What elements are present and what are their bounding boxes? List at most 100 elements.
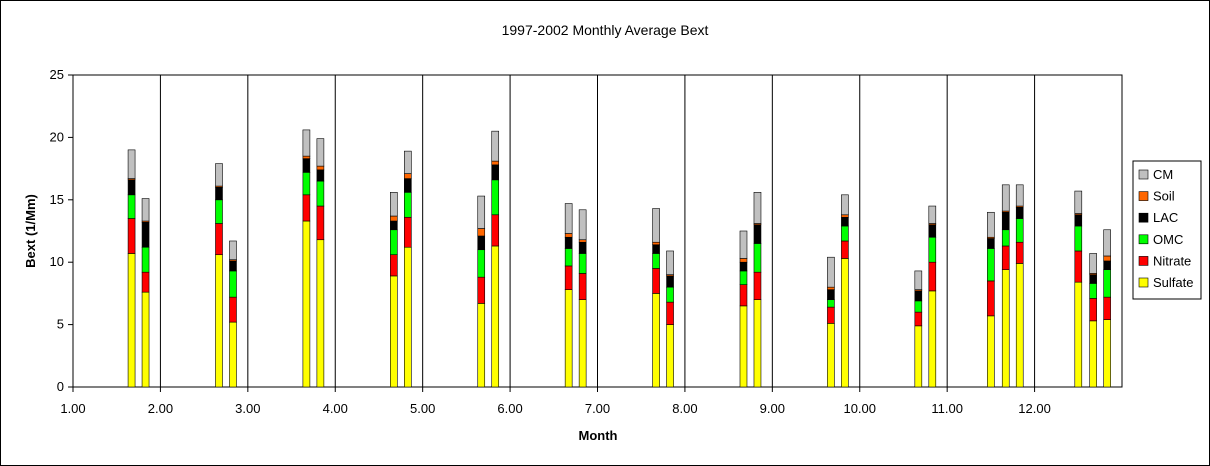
bar-segment-lac [302,158,311,173]
bar-segment-lac [404,178,412,193]
bar-segment-cm [1089,253,1097,274]
bar-segment-sulfate [404,246,412,388]
bar-segment-nitrate [841,240,849,259]
bar-segment-omc [928,236,937,263]
bar-segment-omc [1089,283,1097,299]
bar-segment-sulfate [229,321,237,388]
x-tick-label: 2.00 [148,401,173,416]
bar-segment-omc [302,172,311,196]
bar-segment-nitrate [302,194,311,222]
bar-segment-lac [1089,274,1097,284]
bar-segment-lac [739,261,748,272]
bar-segment-soil [827,286,835,290]
bar-segment-cm [1015,184,1024,207]
bar-segment-cm [127,149,136,179]
bar-segment-omc [390,229,398,256]
bar-segment-omc [578,253,587,274]
bar-segment-soil [477,228,486,237]
bar-segment-lac [841,216,849,227]
bar-segment-cm [914,270,923,290]
bar-segment-nitrate [1001,245,1010,270]
x-axis-title: Month [579,428,618,443]
bar-segment-soil [1103,255,1111,262]
x-tick-label: 12.00 [1018,401,1051,416]
legend-swatch [1138,212,1149,223]
bar-segment-omc [652,253,660,269]
bar-segment-nitrate [914,311,923,327]
bar-segment-omc [404,192,412,218]
bar-segment-omc [987,248,995,282]
bar-segment-sulfate [739,305,748,388]
bar-segment-soil [652,241,660,246]
bar-segment-nitrate [739,284,748,307]
bar-segment-sulfate [215,254,223,388]
legend-swatch [1138,256,1149,266]
bar-segment-omc [739,270,748,285]
bar-segment-cm [1001,184,1010,212]
legend-label: CM [1153,167,1173,182]
bar-segment-nitrate [827,306,835,324]
bar-segment-lac [141,221,150,248]
bar-segment-nitrate [564,265,573,290]
bar-segment-sulfate [1074,281,1083,388]
legend-label: Sulfate [1153,275,1193,290]
bar-segment-sulfate [127,253,136,388]
bar-segment-sulfate [491,245,500,388]
bar-segment-omc [666,286,674,303]
bar-segment-nitrate [652,268,660,294]
y-axis-title: Bext (1/Mm) [23,194,38,268]
bar-segment-lac [652,244,660,254]
x-tick-label: 5.00 [410,401,435,416]
bar-segment-lac [753,224,762,244]
legend-label: Soil [1153,189,1175,204]
legend-label: OMC [1153,232,1183,247]
bar-segment-omc [215,199,223,224]
bar-segment-cm [841,194,849,216]
x-tick-label: 10.00 [843,401,876,416]
legend-swatch [1138,234,1149,245]
bar-segment-omc [316,180,325,207]
bar-segment-omc [753,243,762,273]
bar-segment-omc [841,225,849,242]
bar-segment-sulfate [141,291,150,388]
bar-segment-cm [477,195,486,229]
bar-segment-sulfate [477,303,486,388]
bar-segment-sulfate [652,293,660,388]
legend: CM Soil LAC OMC Nitrate Sulfate [1132,160,1202,300]
bar-segment-lac [390,220,398,231]
bar-segment-cm [316,138,325,167]
bar-segment-sulfate [827,323,835,388]
bar-segment-lac [666,275,674,288]
bar-segment-lac [491,164,500,181]
bar-segment-lac [229,260,237,272]
bar-segment-soil [491,160,500,166]
bar-segment-sulfate [987,315,995,388]
bar-segment-lac [928,224,937,238]
bar-segment-omc [1001,229,1010,247]
bar-segment-lac [215,187,223,201]
bar-segment-nitrate [1089,298,1097,322]
bar-segment-cm [1074,190,1083,214]
bar-segment-soil [302,155,311,159]
bar-segment-lac [127,179,136,196]
x-tick-label: 6.00 [497,401,522,416]
bar-segment-sulfate [1015,263,1024,388]
bar-segment-omc [477,249,486,278]
bar-segment-lac [1015,206,1024,219]
bar-segment-nitrate [987,280,995,317]
bar-segment-sulfate [390,275,398,388]
bar-segment-omc [141,246,150,273]
x-tick-label: 3.00 [235,401,260,416]
bar-segment-omc [1074,225,1083,252]
bar-segment-nitrate [215,223,223,256]
bar-segment-lac [1103,260,1111,270]
y-tick-label: 15 [50,192,64,207]
y-tick-label: 20 [50,129,64,144]
bar-segment-omc [914,300,923,313]
bar-segment-nitrate [1074,250,1083,283]
bar-segment-cm [578,209,587,241]
bar-segment-cm [491,130,500,162]
y-tick-label: 5 [57,317,64,332]
